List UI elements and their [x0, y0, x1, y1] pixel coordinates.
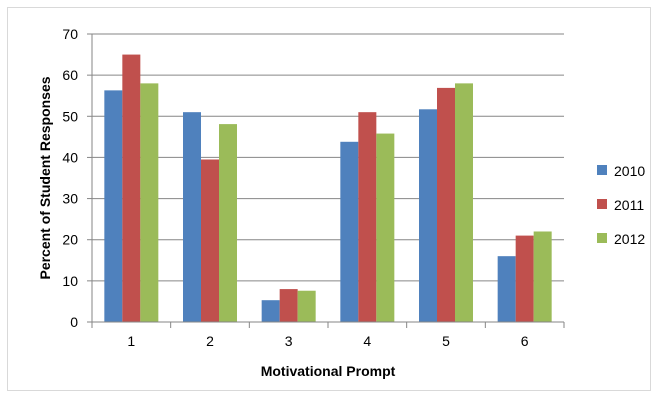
bar-2011-1	[122, 54, 141, 322]
y-tick-label: 70	[62, 26, 78, 42]
bar-2010-2	[183, 112, 201, 323]
y-tick-label: 40	[62, 149, 78, 165]
y-tick-label: 0	[70, 314, 78, 330]
bar-2010-5	[419, 109, 437, 322]
y-axis-title: Percent of Student Responses	[37, 76, 53, 279]
y-tick-labels: 0 10 20 30 40 50 60 70	[62, 26, 78, 330]
x-tick-label: 2	[206, 333, 214, 349]
bar-2011-4	[358, 112, 377, 323]
legend: 2010 2011 2012	[597, 163, 645, 247]
legend-swatch-2012	[597, 233, 607, 243]
y-tick-label: 20	[62, 232, 78, 248]
x-tick-label: 1	[127, 333, 135, 349]
bar-2011-2	[201, 159, 219, 322]
bar-2012-6	[533, 231, 552, 322]
legend-label-2012: 2012	[614, 231, 645, 247]
y-tick-label: 10	[62, 273, 78, 289]
bar-2011-5	[437, 87, 455, 322]
bar-2010-4	[340, 141, 359, 322]
bar-2012-1	[140, 83, 159, 322]
bar-2010-6	[497, 256, 516, 322]
x-tick-label: 5	[442, 333, 450, 349]
x-axis-title: Motivational Prompt	[261, 363, 396, 379]
y-tick-label: 30	[62, 191, 78, 207]
bar-2011-6	[515, 235, 534, 322]
bar-2012-3	[297, 290, 316, 322]
legend-label-2011: 2011	[614, 197, 644, 213]
bar-2012-4	[376, 133, 395, 322]
bar-2010-1	[104, 90, 123, 322]
x-tick-label: 3	[285, 333, 293, 349]
x-tick-label: 6	[521, 333, 529, 349]
x-tick-label: 4	[363, 333, 371, 349]
bar-2011-3	[279, 289, 298, 322]
x-tick-labels: 1 2 3 4 5 6	[127, 333, 528, 349]
legend-label-2010: 2010	[614, 163, 645, 179]
bars	[104, 54, 552, 323]
axes	[91, 34, 564, 323]
legend-swatch-2010	[597, 165, 607, 175]
y-tick-label: 60	[62, 67, 78, 83]
legend-swatch-2011	[597, 199, 607, 209]
bar-2012-2	[219, 124, 237, 322]
bar-2012-5	[455, 83, 473, 322]
y-tick-label: 50	[62, 108, 78, 124]
bar-2010-3	[261, 300, 280, 322]
gridlines	[87, 33, 565, 328]
